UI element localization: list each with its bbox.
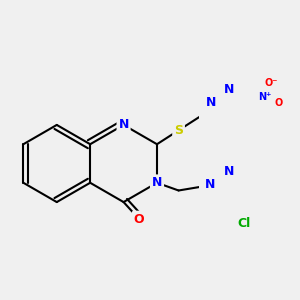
Text: O⁻: O⁻ (264, 78, 278, 88)
Text: N: N (206, 96, 216, 109)
Text: N: N (152, 176, 162, 189)
Text: N⁺: N⁺ (258, 92, 272, 102)
Text: O: O (134, 212, 144, 226)
Text: O: O (274, 98, 283, 108)
Text: N: N (118, 118, 129, 131)
Text: N: N (224, 165, 234, 178)
Text: Cl: Cl (237, 217, 250, 230)
Text: N: N (205, 178, 216, 191)
Text: S: S (174, 124, 183, 137)
Text: N: N (224, 83, 235, 96)
